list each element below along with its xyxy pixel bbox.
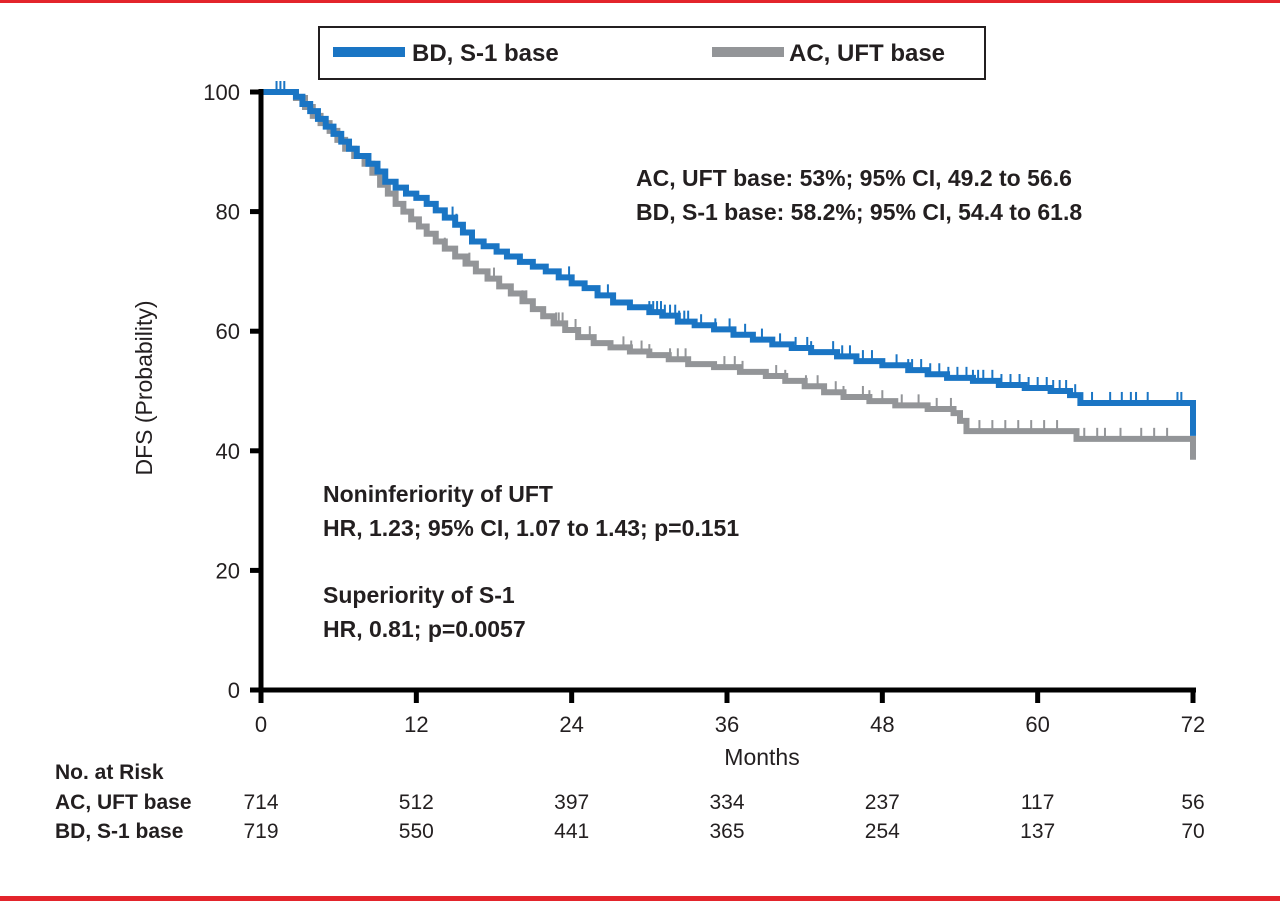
risk-value: 719 — [243, 820, 278, 843]
risk-value: 334 — [709, 791, 744, 814]
risk-value: 512 — [399, 791, 434, 814]
annotation-superiority-stats: HR, 0.81; p=0.0057 — [323, 616, 526, 642]
risk-value: 237 — [865, 791, 900, 814]
risk-value: 441 — [554, 820, 589, 843]
risk-table-title: No. at Risk — [55, 761, 164, 784]
y-tick-label: 60 — [216, 319, 240, 344]
y-tick-label: 100 — [203, 80, 240, 105]
y-axis-title: DFS (Probability) — [131, 300, 157, 475]
x-tick-label: 0 — [255, 712, 267, 737]
risk-value: 117 — [1021, 791, 1054, 814]
risk-table: No. at Risk AC, UFT base BD, S-1 base 71… — [55, 761, 1205, 843]
risk-value: 137 — [1020, 820, 1055, 843]
top-red-border — [0, 0, 1280, 3]
x-tick-label: 36 — [715, 712, 739, 737]
risk-value: 56 — [1181, 791, 1204, 814]
annotation-noninferiority-title: Noninferiority of UFT — [323, 481, 553, 507]
legend-box — [318, 26, 986, 80]
risk-row-label-bd-s1: BD, S-1 base — [55, 820, 183, 843]
annotation-noninferiority-stats: HR, 1.23; 95% CI, 1.07 to 1.43; p=0.151 — [323, 515, 739, 541]
risk-value: 397 — [554, 791, 589, 814]
km-curve-ac-uft-base — [261, 89, 1196, 460]
x-ticks: 0 12 24 36 48 60 72 — [255, 690, 1205, 737]
x-axis-title: Months — [724, 744, 799, 770]
legend-swatch-bd-s1 — [333, 47, 405, 57]
y-tick-label: 20 — [216, 558, 240, 583]
x-tick-label: 48 — [870, 712, 894, 737]
risk-value: 550 — [399, 820, 434, 843]
axes: 0 12 24 36 48 60 72 0 20 40 60 80 100 — [203, 80, 1205, 737]
series-layer — [261, 81, 1196, 460]
legend-label-bd-s1: BD, S-1 base — [412, 40, 559, 67]
y-tick-label: 80 — [216, 200, 240, 225]
risk-value: 70 — [1181, 820, 1204, 843]
legend-label-ac-uft: AC, UFT base — [789, 40, 945, 67]
risk-value: 254 — [865, 820, 900, 843]
y-tick-label: 40 — [216, 439, 240, 464]
annotation-rate-ac-uft: AC, UFT base: 53%; 95% CI, 49.2 to 56.6 — [636, 165, 1072, 191]
bottom-red-border — [0, 896, 1280, 901]
x-tick-label: 24 — [559, 712, 583, 737]
risk-values: 714 512 397 334 237 117 56 719 550 441 365 254 137 70 — [243, 791, 1204, 843]
risk-row-label-ac-uft: AC, UFT base — [55, 791, 192, 814]
y-tick-label: 0 — [228, 678, 240, 703]
legend: BD, S-1 base AC, UFT base — [318, 26, 986, 80]
annotation-rate-bd-s1: BD, S-1 base: 58.2%; 95% CI, 54.4 to 61.… — [636, 199, 1082, 225]
series-bd-s-1-base — [261, 81, 1196, 436]
x-tick-label: 12 — [404, 712, 428, 737]
risk-value: 714 — [243, 791, 278, 814]
risk-value: 365 — [709, 820, 744, 843]
x-tick-label: 72 — [1181, 712, 1205, 737]
x-tick-label: 60 — [1025, 712, 1049, 737]
y-ticks: 0 20 40 60 80 100 — [203, 80, 261, 703]
legend-swatch-ac-uft — [712, 47, 784, 57]
series-ac-uft-base — [261, 89, 1196, 460]
annotation-superiority-title: Superiority of S-1 — [323, 582, 515, 608]
